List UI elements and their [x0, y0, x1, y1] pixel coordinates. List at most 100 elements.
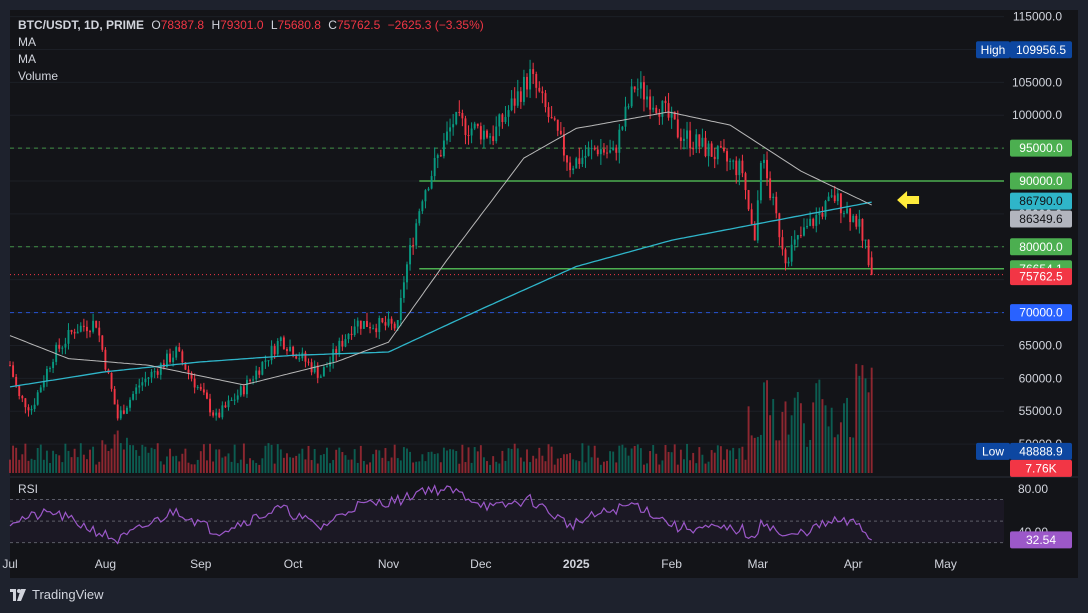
candle-body — [501, 114, 504, 123]
last-price-badge-text: 75762.5 — [1019, 270, 1063, 284]
volume-bar — [858, 375, 861, 473]
volume-bar — [162, 464, 165, 473]
low-badge-tag — [976, 442, 1010, 460]
candle-body — [362, 320, 365, 329]
candle-body — [335, 349, 338, 355]
candle-body — [169, 353, 171, 363]
candle-body — [350, 333, 353, 335]
candle-body — [772, 196, 775, 199]
volume-bar — [141, 444, 144, 473]
candle-body — [273, 346, 276, 355]
candle-body — [806, 225, 809, 228]
volume-bar — [836, 434, 839, 473]
volume-bar — [682, 459, 685, 473]
volume-bar — [486, 461, 488, 473]
volume-bar — [664, 445, 667, 473]
volume-bar — [402, 447, 405, 473]
candle-body — [399, 297, 402, 321]
volume-bars — [9, 363, 873, 473]
volume-bar — [482, 457, 485, 473]
candle-body — [132, 393, 135, 400]
candle-body — [393, 323, 396, 329]
volume-bar — [298, 453, 301, 473]
candle-body — [181, 351, 184, 363]
volume-bar — [446, 450, 448, 473]
candle-body — [141, 382, 144, 386]
time-axis[interactable]: Jul Aug Sep Oct Nov Dec 2025 Feb Mar Apr May — [2, 557, 957, 571]
candle-body — [489, 136, 492, 138]
horizontal-levels — [10, 147, 1004, 314]
volume-bar — [772, 399, 775, 473]
candle-body — [150, 371, 153, 378]
candle-body — [221, 405, 224, 418]
volume-bar — [70, 457, 73, 473]
indicator-ma-fast[interactable]: MA — [18, 35, 36, 49]
candle-body — [282, 337, 285, 350]
candle-body — [476, 123, 479, 127]
candle-body — [353, 326, 356, 335]
candle-body — [470, 128, 473, 136]
candle-body — [433, 157, 436, 177]
volume-bar — [646, 463, 648, 473]
candle-body — [652, 107, 655, 110]
candle-body — [24, 398, 27, 408]
candle-body — [415, 223, 418, 246]
volume-bar — [479, 445, 482, 473]
highlight-arrow-icon — [897, 191, 920, 210]
candle-body — [581, 157, 584, 164]
volume-bar — [670, 452, 673, 473]
volume-bar — [215, 449, 218, 473]
volume-bar — [867, 392, 870, 473]
indicator-ma-slow[interactable]: MA — [18, 52, 36, 66]
candle-body — [187, 369, 190, 373]
candle-body — [556, 119, 559, 131]
volume-bar — [843, 403, 845, 473]
level-badge-text: 70000.0 — [1019, 306, 1063, 320]
candle-body — [756, 200, 759, 241]
volume-bar — [679, 449, 682, 473]
candle-body — [209, 398, 211, 413]
brand-footer[interactable]: TradingView — [10, 587, 104, 602]
candle-body — [575, 158, 578, 169]
volume-bar — [153, 449, 156, 473]
volume-bar — [759, 434, 762, 473]
candle-body — [821, 213, 824, 217]
candle-body — [135, 387, 138, 394]
candle-body — [341, 340, 344, 347]
candle-body — [58, 344, 61, 349]
candle-body — [738, 160, 741, 176]
volume-bar — [627, 455, 630, 473]
time-tick-label: May — [934, 557, 957, 571]
volume-bar — [326, 447, 328, 473]
candle-body — [852, 215, 855, 223]
candle-body — [421, 201, 424, 212]
volume-bar — [676, 464, 679, 473]
candle-body — [695, 134, 698, 149]
volume-bar — [412, 462, 415, 473]
volume-bar — [793, 397, 796, 473]
volume-bar — [113, 434, 116, 473]
symbol-title[interactable]: BTC/USDT, 1D, PRIME — [18, 18, 145, 32]
volume-bar — [436, 453, 439, 473]
volume-bar — [150, 447, 153, 473]
candle-body — [803, 227, 805, 236]
candle-body — [446, 131, 448, 141]
candle-body — [298, 358, 301, 360]
candle-body — [790, 244, 793, 262]
volume-bar — [476, 451, 479, 473]
candle-body — [750, 209, 753, 224]
volume-bar — [442, 447, 445, 473]
candle-body — [387, 318, 390, 326]
candle-body — [76, 331, 79, 334]
volume-bar — [550, 446, 553, 473]
volume-bar — [849, 437, 852, 473]
candle-body — [67, 330, 70, 344]
volume-bar — [252, 460, 255, 473]
volume-bar — [529, 462, 532, 473]
candle-body — [175, 347, 178, 358]
volume-bar — [578, 461, 581, 473]
volume-bar — [756, 436, 759, 473]
candle-body — [98, 327, 101, 336]
indicator-volume[interactable]: Volume — [18, 69, 59, 83]
